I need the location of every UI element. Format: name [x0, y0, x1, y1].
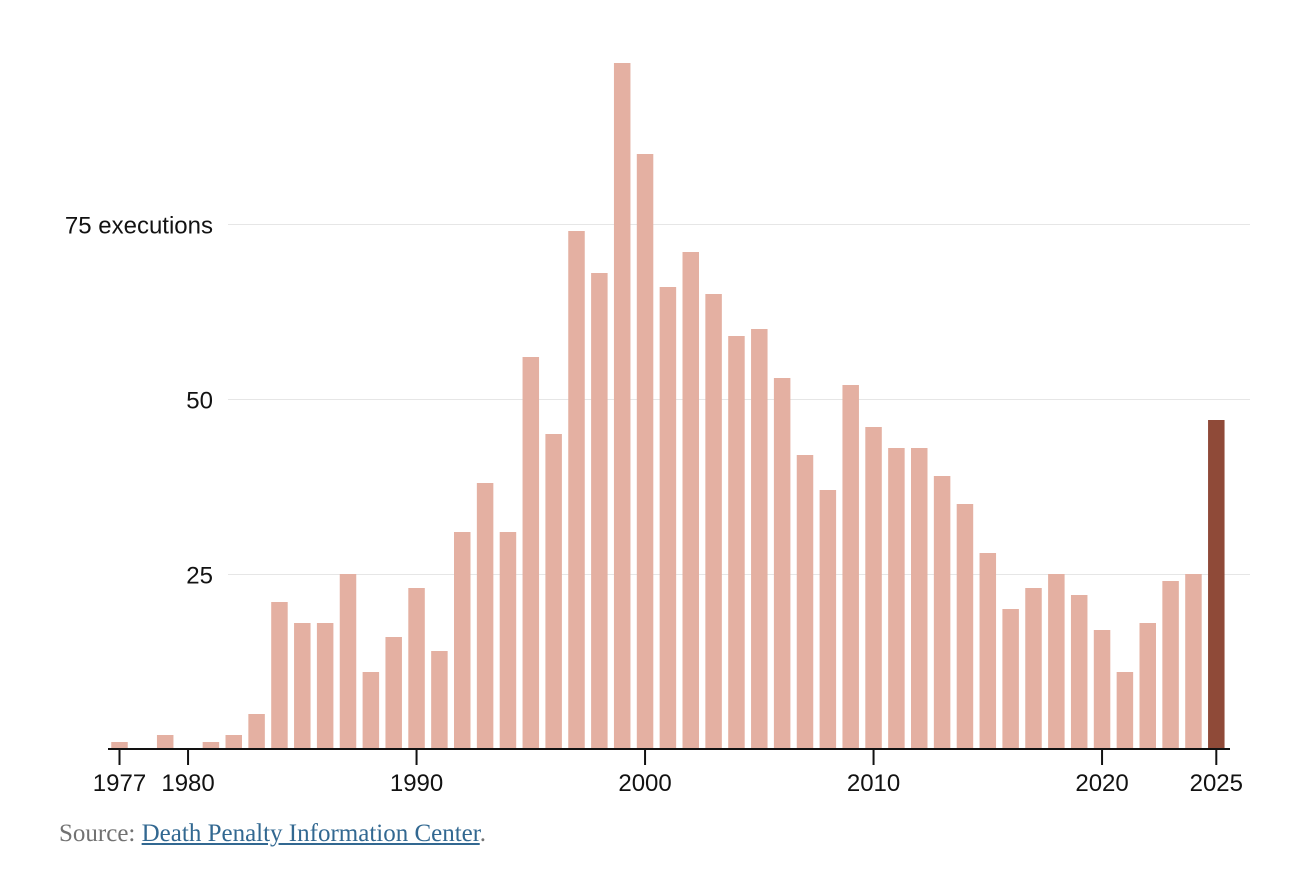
- source-suffix: .: [479, 820, 486, 847]
- source-note: Source: Death Penalty Information Center…: [59, 820, 486, 848]
- bar-2011: [888, 448, 905, 749]
- bar-2003: [705, 294, 722, 749]
- x-tick-label-2000: 2000: [618, 770, 671, 797]
- x-tick-label-2010: 2010: [847, 770, 900, 797]
- bar-1977: [111, 742, 128, 749]
- bar-1991: [431, 651, 448, 749]
- x-tick-label-1977: 1977: [93, 770, 146, 797]
- bar-1983: [248, 714, 265, 749]
- bar-1979: [156, 735, 174, 749]
- bar-1990: [408, 588, 425, 749]
- bar-1985: [294, 623, 311, 749]
- bar-2001: [659, 287, 677, 749]
- bar-1998: [591, 273, 608, 749]
- bar-1992: [454, 532, 471, 749]
- bar-1989: [385, 637, 402, 749]
- bar-2019: [1070, 595, 1088, 749]
- x-tick-label-2020: 2020: [1075, 770, 1128, 797]
- x-tick-label-1980: 1980: [161, 770, 214, 797]
- bar-2025: [1208, 420, 1225, 749]
- source-prefix: Source:: [59, 820, 142, 847]
- bar-1993: [476, 483, 494, 749]
- x-tick-label-1990: 1990: [390, 770, 443, 797]
- bar-1988: [362, 672, 380, 749]
- bar-2022: [1139, 623, 1156, 749]
- bar-1984: [271, 602, 288, 749]
- bar-2015: [979, 553, 997, 749]
- bar-2012: [911, 448, 928, 749]
- bar-2013: [933, 476, 951, 749]
- bar-2008: [819, 490, 837, 749]
- bar-2024: [1185, 574, 1202, 749]
- bar-1994: [499, 532, 517, 749]
- bar-2021: [1116, 672, 1134, 749]
- bar-1995: [522, 357, 540, 749]
- bar-2002: [682, 252, 699, 749]
- bar-2009: [842, 385, 859, 749]
- bar-2005: [751, 329, 768, 749]
- x-tick-label-2025: 2025: [1190, 770, 1243, 797]
- bar-1999: [613, 63, 631, 749]
- source-link[interactable]: Death Penalty Information Center: [141, 820, 480, 847]
- bar-1981: [202, 742, 220, 749]
- bar-2020: [1093, 630, 1111, 749]
- bar-2023: [1162, 581, 1179, 749]
- executions-bar-chart: 75 executions 50 25 1977 1980 1990 2000 2010 20…: [65, 63, 1250, 797]
- bar-1997: [568, 231, 585, 749]
- x-axis: 1977 1980 1990 2000 2010 2020 2025: [93, 748, 1243, 797]
- bar-1996: [545, 434, 562, 749]
- bar-1987: [339, 574, 357, 749]
- bar-1986: [316, 623, 334, 749]
- bar-2018: [1048, 574, 1065, 749]
- bar-2000: [636, 154, 654, 749]
- y-tick-label-75: 75 executions: [65, 213, 213, 240]
- bar-2007: [796, 455, 814, 749]
- bar-2014: [956, 504, 974, 749]
- bar-2016: [1002, 609, 1019, 749]
- bar-1982: [225, 735, 242, 749]
- bar-2006: [773, 378, 791, 749]
- bar-2004: [728, 336, 745, 749]
- bar-2017: [1025, 588, 1042, 749]
- y-tick-label-50: 50: [186, 388, 213, 415]
- bars: [111, 63, 1225, 749]
- gridlines: 75 executions 50 25: [65, 213, 1250, 590]
- bar-2010: [865, 427, 882, 749]
- y-tick-label-25: 25: [186, 563, 213, 590]
